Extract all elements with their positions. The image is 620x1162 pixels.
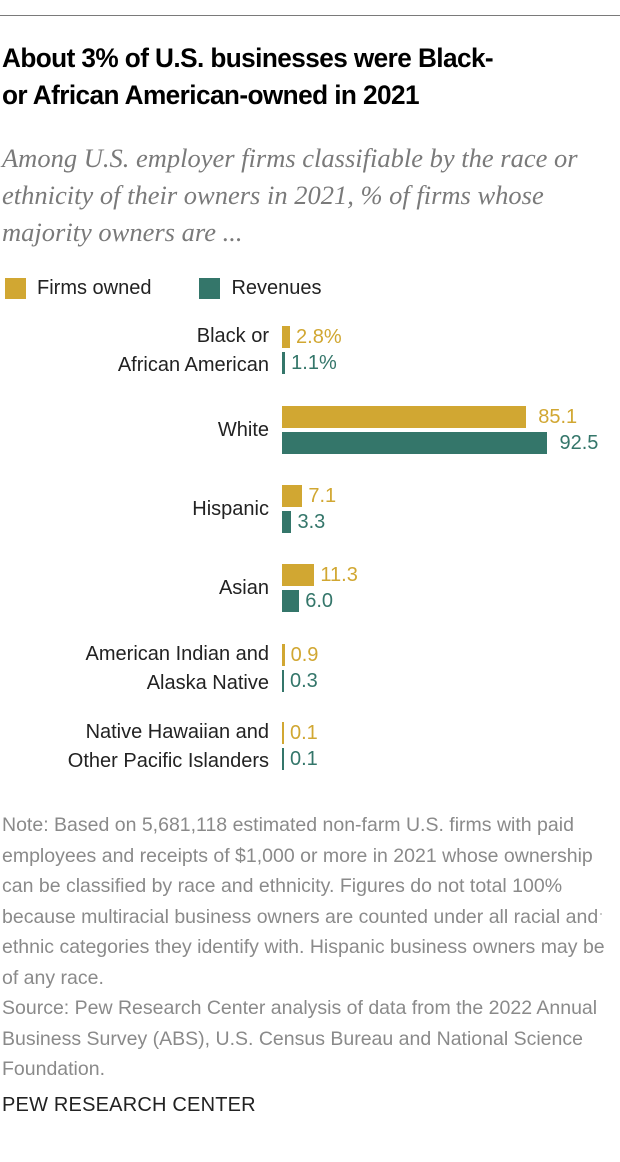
legend-swatch-firms (5, 277, 26, 299)
category-label: Hispanic (192, 495, 269, 524)
bar-firms-owned (282, 406, 527, 428)
bar-firms-owned (282, 485, 303, 507)
category-label-line: Asian (218, 577, 269, 599)
value-label-firms: 2.8% (296, 326, 342, 348)
legend-label-revenues: Revenues (231, 276, 322, 299)
value-label-firms: 0.1 (290, 722, 318, 744)
legend-item-revenues: Revenues (199, 276, 322, 300)
value-label-revenues: 0.1 (290, 748, 318, 770)
category-label-line: Native Hawaiian and (85, 721, 269, 743)
category-label: Black or African American (118, 322, 269, 380)
chart-subtitle: Among U.S. employer firms classifiable b… (2, 143, 578, 247)
bar-revenues (282, 352, 286, 374)
top-rule (0, 15, 620, 16)
bar-firms-owned (282, 644, 285, 666)
footer-brand: PEW RESEARCH CENTER (2, 1094, 256, 1116)
bar-firms-owned (282, 564, 315, 586)
bar-firms-owned (282, 326, 291, 348)
value-label-revenues: 6.0 (305, 590, 334, 612)
source-text: Source: Pew Research Center analysis of … (2, 997, 598, 1080)
category-label: Asian (219, 574, 269, 603)
bar-revenues (282, 748, 284, 770)
legend-label-firms: Firms owned (37, 276, 152, 299)
legend-item-firms: Firms owned (5, 277, 151, 300)
bar-revenues (282, 670, 284, 692)
category-label: American Indian and Alaska Native (86, 640, 269, 698)
legend: Firms owned Revenues (5, 276, 370, 300)
stray-dot (600, 913, 602, 915)
category-label-line: Hispanic (192, 498, 269, 520)
category-label-line: African American (117, 354, 269, 376)
category-label: Native Hawaiian and Other Pacific Islande… (68, 718, 269, 776)
title-line-1: About 3% of U.S. businesses were Black- (2, 43, 494, 73)
legend-swatch-revenues (199, 277, 221, 299)
value-label-revenues: 1.1% (291, 352, 337, 374)
category-label-line: Black or (196, 325, 269, 347)
value-label-firms: 85.1 (538, 406, 578, 428)
value-label-revenues: 92.5 (559, 432, 599, 454)
bar-revenues (282, 432, 548, 454)
category-label-line: American Indian and (85, 643, 269, 665)
value-label-firms: 7.1 (308, 485, 337, 507)
category-label-line: Alaska Native (146, 672, 269, 694)
bar-revenues (282, 511, 292, 533)
value-label-revenues: 0.3 (290, 670, 318, 692)
category-label-line: Other Pacific Islanders (67, 750, 269, 772)
value-label-firms: 0.9 (290, 644, 319, 666)
chart-notes: Note: Based on 5,681,118 estimated non-f… (2, 810, 618, 1085)
value-label-firms: 11.3 (320, 564, 358, 586)
chart-title: About 3% of U.S. businesses were Black- … (2, 40, 601, 114)
category-label-line: White (217, 419, 269, 441)
value-label-revenues: 3.3 (297, 511, 326, 533)
title-line-2: or African American-owned in 2021 (2, 80, 420, 110)
category-label: White (218, 416, 269, 445)
bar-firms-owned (282, 722, 284, 744)
bar-revenues (282, 590, 300, 612)
note-text: Note: Based on 5,681,118 estimated non-f… (2, 814, 605, 989)
